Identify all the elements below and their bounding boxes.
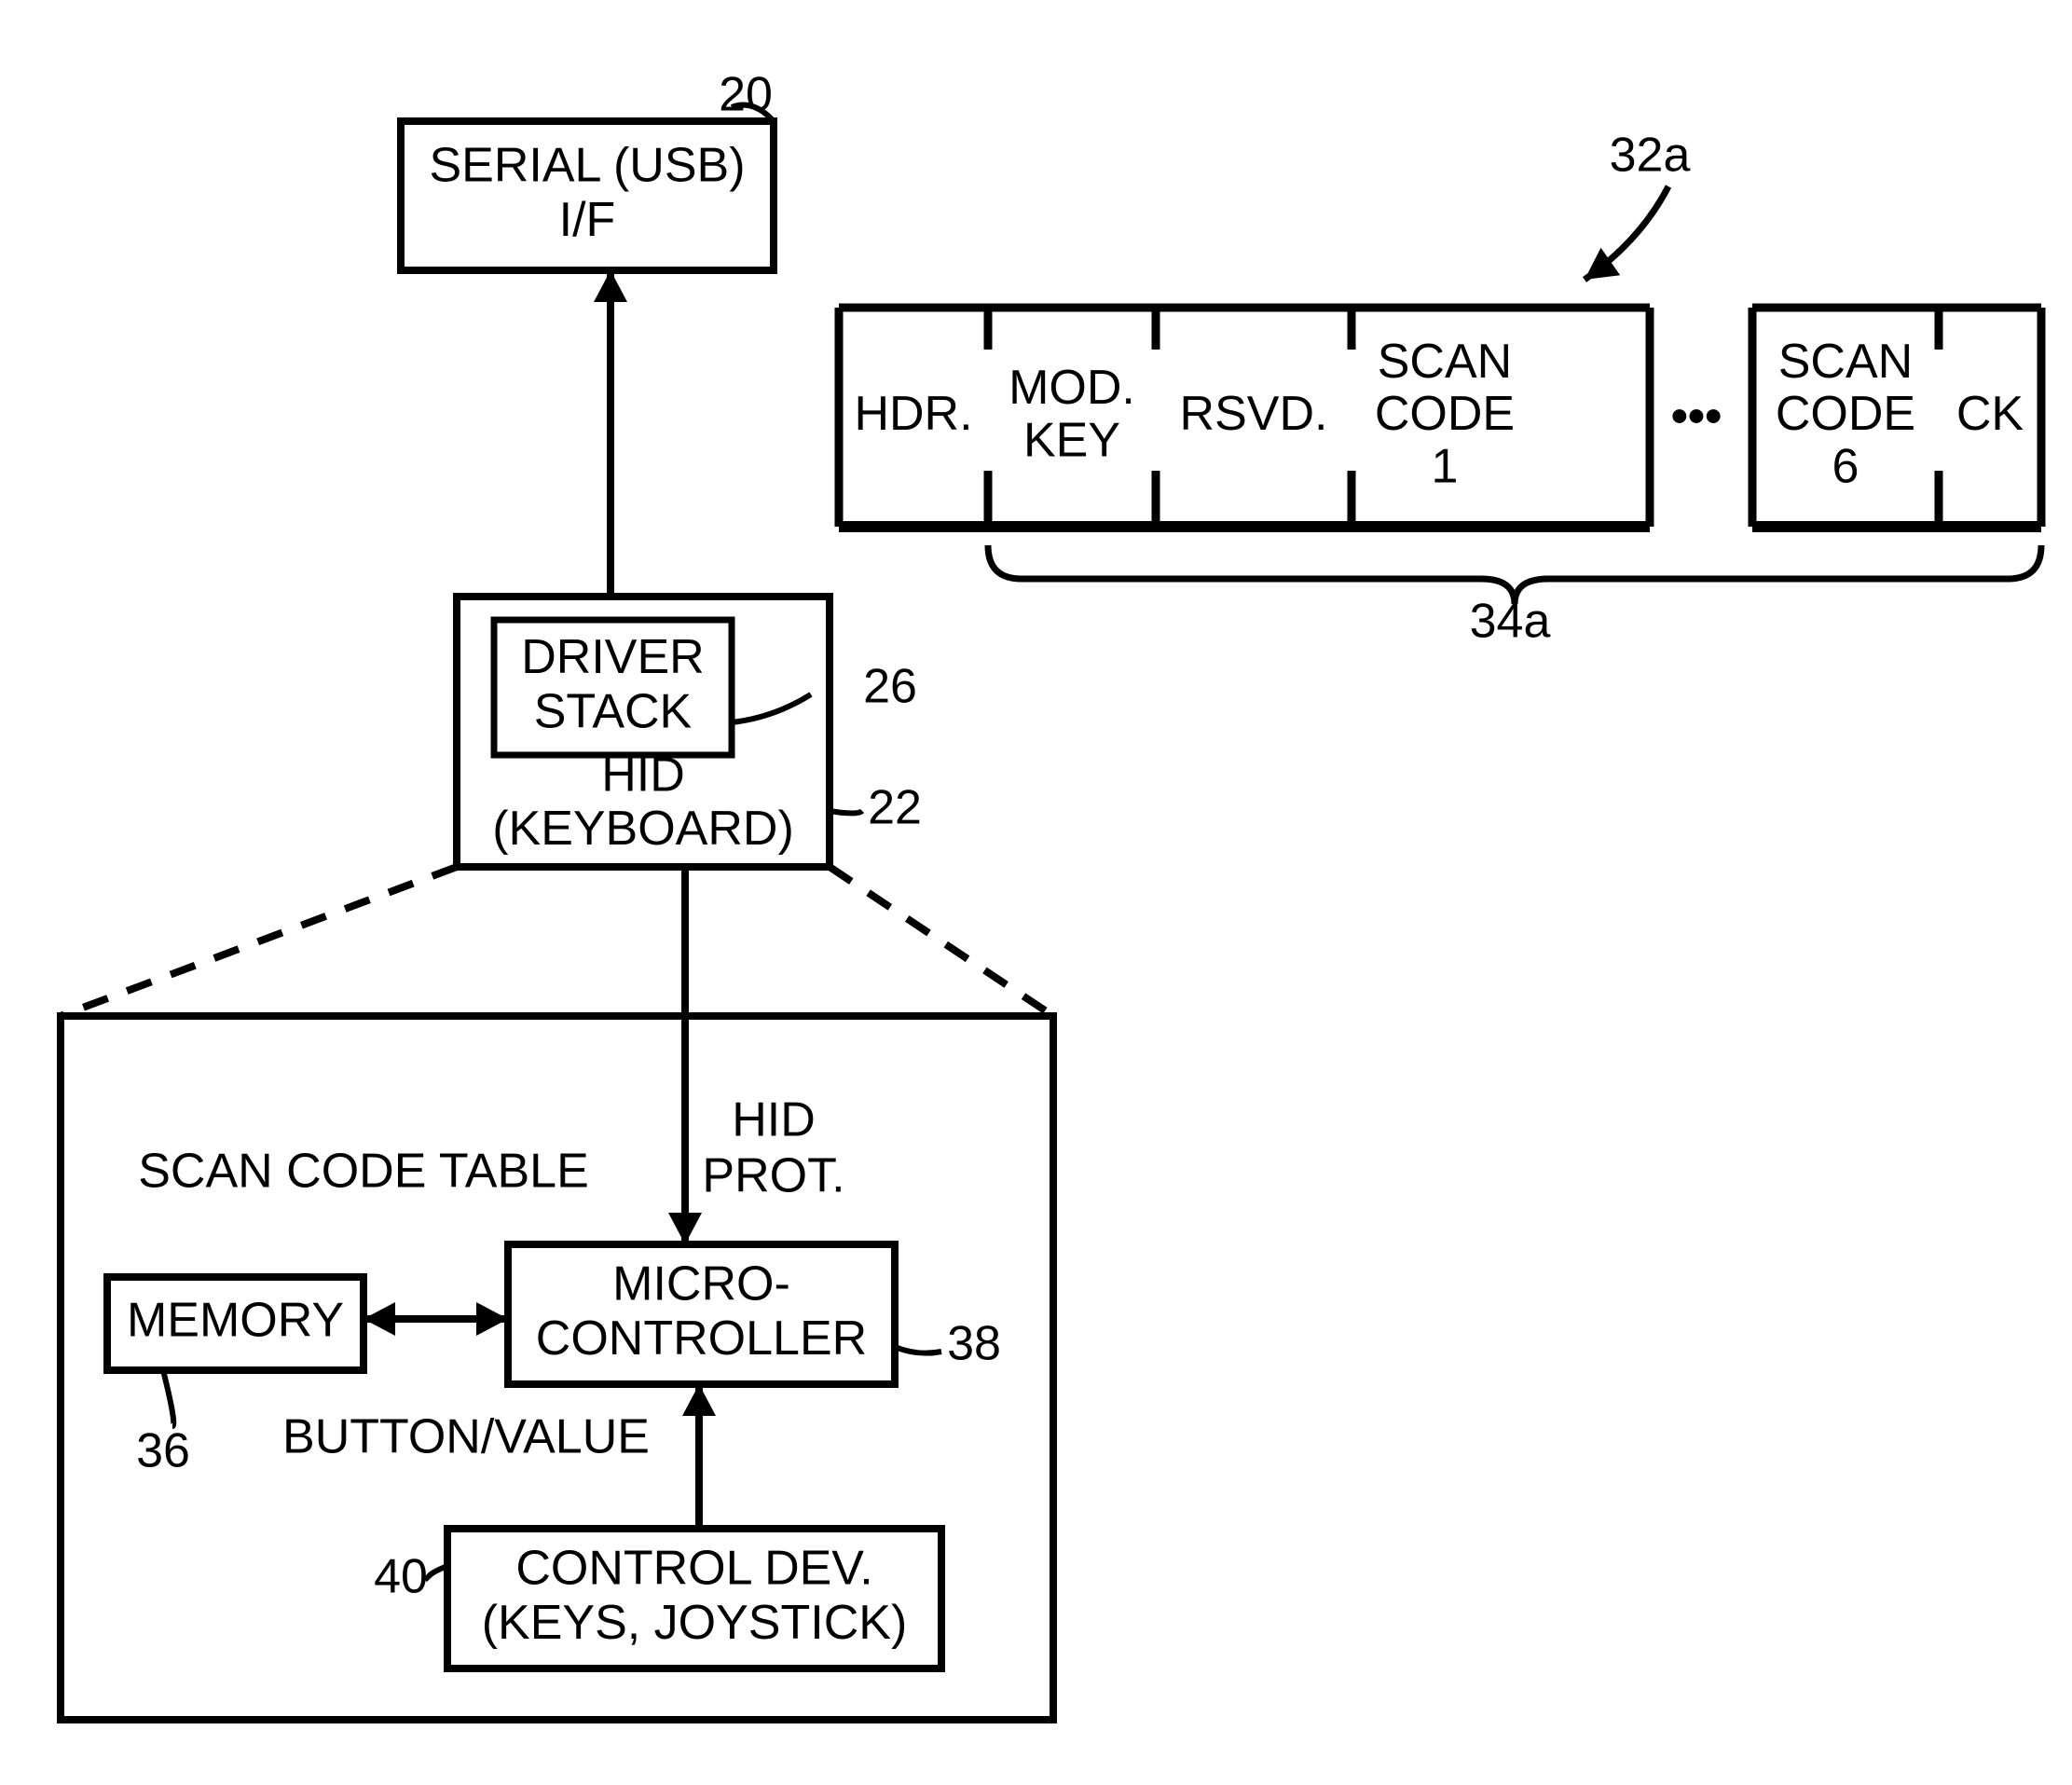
driver_stack-label: STACK bbox=[534, 684, 693, 738]
ref-label: 36 bbox=[136, 1424, 190, 1478]
packet-cell-label: HDR. bbox=[854, 387, 972, 441]
button-value-label: BUTTON/VALUE bbox=[282, 1410, 650, 1464]
hid-prot-label: HID bbox=[732, 1093, 816, 1147]
ref-label: 40 bbox=[374, 1550, 428, 1604]
hid-label: HID bbox=[601, 748, 685, 803]
hid-label: (KEYBOARD) bbox=[492, 802, 794, 856]
control_dev-label: (KEYS, JOYSTICK) bbox=[482, 1596, 908, 1650]
ref-label: 34a bbox=[1470, 595, 1551, 649]
ref-label: 38 bbox=[947, 1317, 1001, 1371]
packet-cell-label: MOD. bbox=[1009, 361, 1135, 415]
packet-cell-label: CODE bbox=[1375, 387, 1515, 441]
ref-label: 22 bbox=[868, 781, 922, 835]
packet-cell-label: 1 bbox=[1432, 439, 1459, 493]
hid-prot-label: PROT. bbox=[702, 1149, 844, 1203]
serial_if-label: SERIAL (USB) bbox=[429, 139, 745, 193]
scan-code-table-label: SCAN CODE TABLE bbox=[138, 1145, 589, 1199]
packet-ellipsis: ••• bbox=[1671, 390, 1722, 444]
packet-cell-label: KEY bbox=[1023, 413, 1120, 467]
ref-label: 26 bbox=[863, 660, 917, 714]
serial_if-label: I/F bbox=[559, 193, 616, 247]
micro-label: CONTROLLER bbox=[536, 1311, 867, 1366]
packet-cell-label: CODE bbox=[1776, 387, 1915, 441]
memory-label: MEMORY bbox=[127, 1294, 344, 1348]
packet-cell-label: RSVD. bbox=[1180, 387, 1328, 441]
packet-cell-label: CK bbox=[1956, 387, 2024, 441]
packet-cell-label: 6 bbox=[1832, 439, 1859, 493]
zoom-dash-line bbox=[61, 867, 457, 1016]
zoom-dash-line bbox=[830, 867, 1053, 1016]
packet-cell-label: SCAN bbox=[1378, 335, 1512, 389]
control_dev-label: CONTROL DEV. bbox=[515, 1542, 872, 1596]
packet-cell-label: SCAN bbox=[1778, 335, 1913, 389]
driver_stack-label: DRIVER bbox=[521, 630, 704, 684]
ref-label: 32a bbox=[1610, 129, 1691, 183]
micro-label: MICRO- bbox=[612, 1257, 790, 1311]
